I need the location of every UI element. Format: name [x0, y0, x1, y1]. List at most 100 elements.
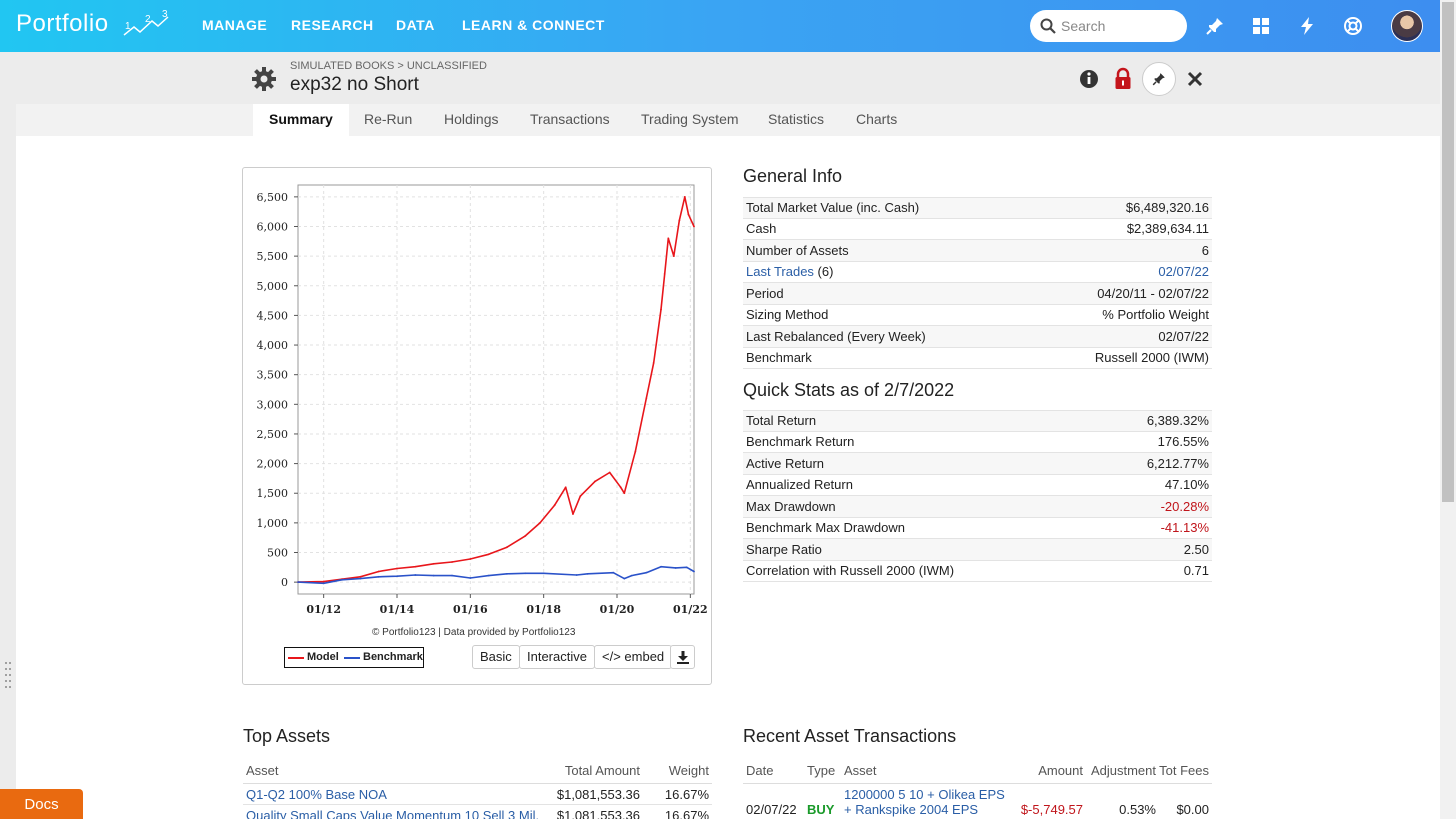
stat-value: 176.55%	[1157, 434, 1209, 450]
data-point-benchmark	[487, 574, 490, 577]
lightning-icon[interactable]	[1296, 15, 1318, 37]
data-point-model	[487, 553, 490, 556]
pin-icon[interactable]	[1204, 15, 1226, 37]
tab-holdings[interactable]: Holdings	[444, 111, 499, 127]
txn-adjustment: 0.53%	[1119, 802, 1156, 817]
gear-icon[interactable]	[251, 66, 277, 92]
info-icon[interactable]	[1076, 66, 1102, 92]
data-point-model	[678, 219, 681, 222]
recent-transactions-table: Date Type Asset Amount Adjustment Tot Fe…	[743, 756, 1212, 819]
txn-fees: $0.00	[1176, 802, 1209, 817]
page-title: exp32 no Short	[290, 74, 419, 95]
svg-text:1: 1	[125, 21, 131, 32]
data-point-benchmark	[359, 577, 362, 580]
col-total-amount[interactable]: Total Amount	[564, 763, 640, 778]
chart-interactive-button[interactable]: Interactive	[519, 645, 595, 669]
last-trades-link[interactable]: Last Trades	[746, 264, 814, 280]
chart-basic-button[interactable]: Basic	[472, 645, 520, 669]
last-trades-date-link[interactable]: 02/07/22	[1158, 264, 1209, 280]
legend-model-label: Model	[307, 651, 339, 663]
data-point-model	[414, 565, 417, 568]
data-point-benchmark	[432, 574, 435, 577]
data-point-model	[322, 580, 325, 583]
stat-row: Correlation with Russell 2000 (IWM) 0.71	[743, 561, 1212, 582]
info-row: Cash $2,389,634.11	[743, 219, 1212, 240]
y-tick-label: 0	[281, 576, 288, 589]
info-label: Last Rebalanced (Every Week)	[746, 328, 926, 344]
tab-statistics[interactable]: Statistics	[768, 111, 825, 127]
info-row: Period 04/20/11 - 02/07/22	[743, 283, 1212, 305]
asset-link[interactable]: Quality Small Caps Value Momentum 10 Sel…	[246, 808, 540, 819]
scrollbar-thumb[interactable]	[1442, 2, 1454, 502]
asset-link[interactable]: Q1-Q2 100% Base NOA	[246, 787, 387, 802]
data-point-model	[693, 225, 695, 228]
lock-icon[interactable]	[1110, 66, 1136, 92]
stat-value: 6,389.32%	[1146, 413, 1209, 429]
col-weight[interactable]: Weight	[668, 763, 709, 778]
general-info-table: Total Market Value (inc. Cash) $6,489,320…	[743, 197, 1212, 369]
data-point-benchmark	[693, 570, 695, 573]
col-asset[interactable]: Asset	[844, 763, 877, 778]
asset-amount: $1,081,553.36	[556, 808, 640, 819]
legend-model-swatch	[288, 657, 304, 659]
y-tick-label: 5,000	[257, 280, 289, 293]
data-point-model	[594, 480, 596, 483]
tab-trading-system[interactable]: Trading System	[641, 111, 739, 127]
stat-row: Active Return 6,212.77%	[743, 453, 1212, 475]
chart-download-button[interactable]	[670, 645, 695, 669]
chart-embed-button[interactable]: </> embed	[594, 645, 673, 669]
close-icon[interactable]	[1182, 66, 1208, 92]
y-tick-label: 5,500	[257, 250, 289, 263]
resize-handle-icon[interactable]	[4, 660, 12, 690]
quick-stats-heading: Quick Stats as of 2/7/2022	[743, 380, 955, 400]
support-lifebuoy-icon[interactable]	[1342, 15, 1364, 37]
stat-row: Max Drawdown -20.28%	[743, 496, 1212, 518]
data-point-benchmark	[575, 574, 578, 576]
search-input[interactable]: Search	[1030, 10, 1187, 42]
txn-asset-link-line2[interactable]: + Rankspike 2004 EPS	[844, 802, 979, 817]
data-point-benchmark	[630, 574, 633, 577]
tab-charts[interactable]: Charts	[856, 111, 898, 127]
col-tot-fees[interactable]: Tot Fees	[1159, 763, 1209, 778]
info-label: Sizing Method	[746, 307, 829, 323]
nav-learn-connect[interactable]: LEARN & CONNECT	[462, 17, 605, 33]
user-avatar[interactable]	[1391, 10, 1423, 42]
col-type[interactable]: Type	[807, 763, 836, 778]
stat-label: Active Return	[746, 455, 825, 471]
top-navbar: Portfolio 1 2 3 MANAGE RESEARCH DATA LEA…	[0, 0, 1440, 52]
col-amount[interactable]: Amount	[1038, 763, 1083, 778]
data-point-benchmark	[341, 578, 343, 581]
col-date[interactable]: Date	[746, 763, 774, 778]
dashboard-grid-icon[interactable]	[1250, 15, 1272, 37]
stat-label: Annualized Return	[746, 477, 853, 493]
nav-manage[interactable]: MANAGE	[202, 17, 268, 33]
performance-chart[interactable]: 0 500 1,000 1,500 2,000 2,500 3,000 3,500 4,000 4…	[242, 167, 712, 622]
stat-label: Correlation with Russell 2000 (IWM)	[746, 563, 955, 579]
data-point-model	[564, 486, 567, 489]
tab-summary[interactable]: Summary	[253, 104, 349, 136]
download-icon	[677, 651, 689, 664]
col-asset[interactable]: Asset	[246, 763, 279, 778]
nav-data[interactable]: DATA	[396, 17, 435, 33]
txn-asset-link[interactable]: 1200000 5 10 + Olikea EPS	[844, 787, 1005, 802]
y-tick-label: 4,000	[257, 339, 289, 352]
data-point-model	[663, 273, 666, 275]
stat-row: Benchmark Return 176.55%	[743, 432, 1212, 453]
tab-transactions[interactable]: Transactions	[530, 111, 610, 127]
chart-legend[interactable]: Model Benchmark	[284, 647, 424, 668]
docs-button[interactable]: Docs	[0, 789, 83, 819]
nav-research[interactable]: RESEARCH	[291, 17, 374, 33]
top-assets-table: Asset Total Amount Weight Q1-Q2 100% Bas…	[243, 756, 712, 819]
logo[interactable]: Portfolio	[16, 10, 109, 37]
table-row: 02/07/22 BUY 1200000 5 10 + Olikea EPS +…	[743, 784, 1212, 819]
breadcrumb[interactable]: SIMULATED BOOKS > UNCLASSIFIED	[290, 60, 487, 72]
tab-re-run[interactable]: Re-Run	[364, 111, 413, 127]
info-label: Total Market Value (inc. Cash)	[746, 200, 920, 216]
pin-button[interactable]	[1142, 62, 1176, 96]
plot-area	[297, 184, 695, 595]
data-point-model	[359, 575, 362, 578]
data-point-benchmark	[586, 572, 589, 575]
info-row: Total Market Value (inc. Cash) $6,489,320…	[743, 197, 1212, 219]
data-point-model	[432, 562, 435, 565]
col-adjustment[interactable]: Adjustment	[1090, 763, 1156, 778]
